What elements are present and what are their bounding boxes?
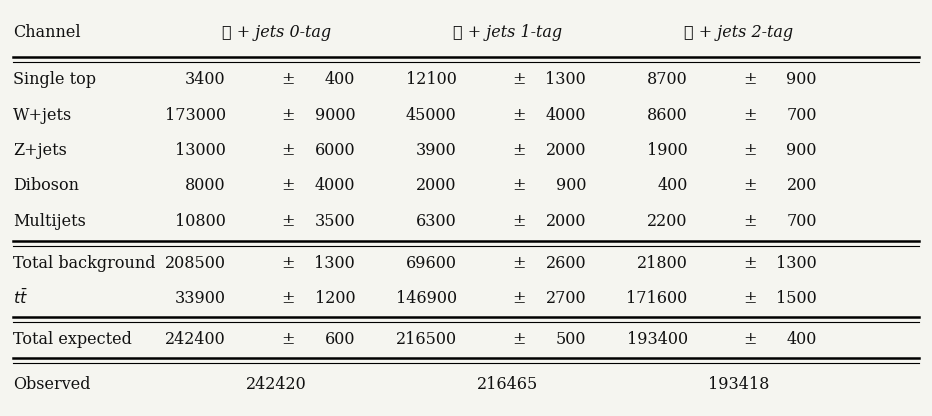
Text: 173000: 173000: [165, 106, 226, 124]
Text: 700: 700: [787, 213, 817, 230]
Text: 600: 600: [324, 331, 355, 348]
Text: 193400: 193400: [626, 331, 688, 348]
Text: ±: ±: [281, 178, 295, 195]
Text: ±: ±: [512, 106, 526, 124]
Text: 193418: 193418: [707, 376, 769, 393]
Text: 1500: 1500: [776, 290, 817, 307]
Text: ℓ + jets 0-tag: ℓ + jets 0-tag: [222, 24, 331, 41]
Text: 900: 900: [787, 142, 817, 159]
Text: ±: ±: [512, 331, 526, 348]
Text: ±: ±: [512, 213, 526, 230]
Text: 1300: 1300: [314, 255, 355, 272]
Text: 171600: 171600: [626, 290, 688, 307]
Text: 1300: 1300: [545, 71, 586, 88]
Text: 200: 200: [787, 178, 817, 195]
Text: Single top: Single top: [13, 71, 96, 88]
Text: 1200: 1200: [314, 290, 355, 307]
Text: 2000: 2000: [545, 213, 586, 230]
Text: ±: ±: [743, 71, 756, 88]
Text: 4000: 4000: [315, 178, 355, 195]
Text: ±: ±: [512, 71, 526, 88]
Text: Channel: Channel: [13, 24, 81, 41]
Text: 900: 900: [555, 178, 586, 195]
Text: ℓ + jets 1-tag: ℓ + jets 1-tag: [453, 24, 562, 41]
Text: 2200: 2200: [647, 213, 688, 230]
Text: 146900: 146900: [396, 290, 457, 307]
Text: ±: ±: [281, 290, 295, 307]
Text: $t\bar{t}$: $t\bar{t}$: [13, 289, 29, 308]
Text: 12100: 12100: [406, 71, 457, 88]
Text: 6300: 6300: [416, 213, 457, 230]
Text: ±: ±: [743, 331, 756, 348]
Text: 33900: 33900: [175, 290, 226, 307]
Text: 8000: 8000: [185, 178, 226, 195]
Text: 8700: 8700: [647, 71, 688, 88]
Text: 208500: 208500: [165, 255, 226, 272]
Text: ±: ±: [281, 142, 295, 159]
Text: 21800: 21800: [637, 255, 688, 272]
Text: ±: ±: [743, 290, 756, 307]
Text: 4000: 4000: [545, 106, 586, 124]
Text: ±: ±: [743, 142, 756, 159]
Text: ±: ±: [512, 142, 526, 159]
Text: Diboson: Diboson: [13, 178, 79, 195]
Text: 8600: 8600: [647, 106, 688, 124]
Text: 400: 400: [324, 71, 355, 88]
Text: 216465: 216465: [477, 376, 538, 393]
Text: 2700: 2700: [545, 290, 586, 307]
Text: ±: ±: [743, 213, 756, 230]
Text: Observed: Observed: [13, 376, 91, 393]
Text: 13000: 13000: [175, 142, 226, 159]
Text: ±: ±: [281, 213, 295, 230]
Text: 45000: 45000: [406, 106, 457, 124]
Text: 216500: 216500: [396, 331, 457, 348]
Text: 1300: 1300: [776, 255, 817, 272]
Text: 2000: 2000: [545, 142, 586, 159]
Text: 700: 700: [787, 106, 817, 124]
Text: ±: ±: [512, 178, 526, 195]
Text: Multijets: Multijets: [13, 213, 87, 230]
Text: 242400: 242400: [165, 331, 226, 348]
Text: ±: ±: [512, 290, 526, 307]
Text: ±: ±: [281, 106, 295, 124]
Text: 69600: 69600: [405, 255, 457, 272]
Text: 2600: 2600: [545, 255, 586, 272]
Text: 900: 900: [787, 71, 817, 88]
Text: 9000: 9000: [314, 106, 355, 124]
Text: W+jets: W+jets: [13, 106, 73, 124]
Text: 500: 500: [555, 331, 586, 348]
Text: 3400: 3400: [185, 71, 226, 88]
Text: ±: ±: [281, 255, 295, 272]
Text: ±: ±: [281, 71, 295, 88]
Text: 6000: 6000: [314, 142, 355, 159]
Text: ±: ±: [512, 255, 526, 272]
Text: 400: 400: [787, 331, 817, 348]
Text: ±: ±: [743, 178, 756, 195]
Text: 3500: 3500: [314, 213, 355, 230]
Text: ±: ±: [743, 255, 756, 272]
Text: ±: ±: [743, 106, 756, 124]
Text: 400: 400: [657, 178, 688, 195]
Text: ℓ + jets 2-tag: ℓ + jets 2-tag: [684, 24, 793, 41]
Text: 1900: 1900: [647, 142, 688, 159]
Text: Total expected: Total expected: [13, 331, 132, 348]
Text: ±: ±: [281, 331, 295, 348]
Text: 3900: 3900: [416, 142, 457, 159]
Text: 242420: 242420: [246, 376, 307, 393]
Text: 10800: 10800: [175, 213, 226, 230]
Text: Z+jets: Z+jets: [13, 142, 67, 159]
Text: Total background: Total background: [13, 255, 156, 272]
Text: 2000: 2000: [417, 178, 457, 195]
